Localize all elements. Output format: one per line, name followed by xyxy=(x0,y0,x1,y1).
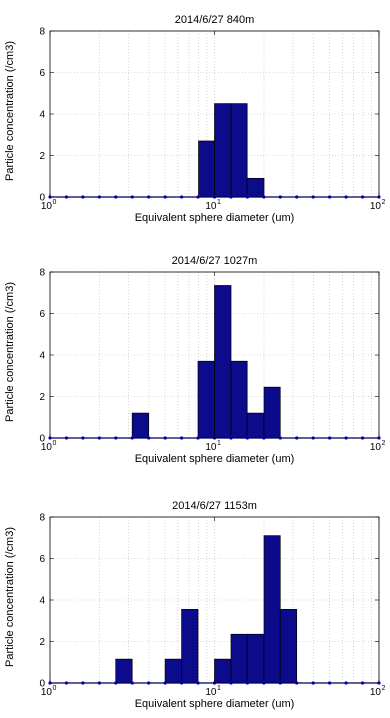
bar-8 xyxy=(280,609,296,683)
x-tick-label-base: 10 xyxy=(370,687,382,698)
x-axis-label: Equivalent sphere diameter (um) xyxy=(135,698,295,710)
x-tick-label-exponent: 2 xyxy=(382,199,386,206)
y-tick-label: 2 xyxy=(39,392,45,403)
x-tick-label-base: 10 xyxy=(370,442,382,453)
x-tick-label: 10 2 xyxy=(370,685,386,698)
bar-2 xyxy=(165,659,181,683)
x-axis-label: Equivalent sphere diameter (um) xyxy=(135,212,295,224)
x-tick-label-base: 10 xyxy=(370,201,382,212)
x-tick-label-exponent: 1 xyxy=(217,685,221,692)
y-axis-label: Particle concentration (/cm3) xyxy=(4,527,16,667)
x-tick-label-base: 10 xyxy=(41,442,53,453)
x-tick-label: 10 1 xyxy=(205,440,221,453)
chart-title: 2014/6/27 1027m xyxy=(172,255,258,267)
grid xyxy=(50,517,379,683)
x-tick-label-exponent: 1 xyxy=(217,199,221,206)
y-tick-label: 6 xyxy=(39,554,45,565)
bar-4 xyxy=(247,178,264,197)
y-tick-label: 4 xyxy=(39,110,45,121)
x-tick-label: 10 1 xyxy=(205,199,221,212)
y-tick-label: 4 xyxy=(39,351,45,362)
x-tick-label-exponent: 0 xyxy=(53,685,57,692)
x-tick-label-base: 10 xyxy=(41,687,53,698)
bar-1 xyxy=(199,141,215,197)
x-axis-label: Equivalent sphere diameter (um) xyxy=(135,453,295,465)
bar-3 xyxy=(231,104,247,197)
x-tick-label-exponent: 2 xyxy=(382,685,386,692)
bar-2 xyxy=(198,361,214,438)
bars xyxy=(199,104,264,197)
x-tick-label-exponent: 1 xyxy=(217,440,221,447)
bars xyxy=(116,536,297,683)
y-tick-label: 8 xyxy=(39,27,45,38)
chart-title: 2014/6/27 1153m xyxy=(172,500,257,512)
x-tick-label-base: 10 xyxy=(205,687,217,698)
bar-4 xyxy=(231,361,247,438)
y-axis-label: Particle concentration (/cm3) xyxy=(4,282,16,422)
x-tick-label: 10 0 xyxy=(41,199,57,212)
bar-5 xyxy=(247,413,264,438)
bar-7 xyxy=(264,536,280,683)
y-tick-label: 6 xyxy=(39,309,45,320)
y-axis-label: Particle concentration (/cm3) xyxy=(4,41,16,181)
y-tick-label: 2 xyxy=(39,637,45,648)
bars xyxy=(132,285,280,438)
y-tick-label: 6 xyxy=(39,68,45,79)
bar-2 xyxy=(215,104,232,197)
y-tick-label: 8 xyxy=(39,513,45,524)
bar-3 xyxy=(182,609,198,683)
x-tick-label-base: 10 xyxy=(205,442,217,453)
chart-title: 2014/6/27 840m xyxy=(175,14,255,26)
bar-1 xyxy=(116,659,132,683)
x-tick-label: 10 0 xyxy=(41,440,57,453)
x-tick-label-exponent: 0 xyxy=(53,199,57,206)
x-tick-label: 10 2 xyxy=(370,440,386,453)
bar-6 xyxy=(264,387,280,438)
y-tick-label: 8 xyxy=(39,268,45,279)
bar-4 xyxy=(215,659,232,683)
y-tick-label: 4 xyxy=(39,596,45,607)
x-tick-label-base: 10 xyxy=(205,201,217,212)
bar-6 xyxy=(247,634,264,683)
x-tick-label: 10 2 xyxy=(370,199,386,212)
x-tick-label: 10 0 xyxy=(41,685,57,698)
bar-3 xyxy=(215,285,232,438)
x-tick-label-base: 10 xyxy=(41,201,53,212)
bar-5 xyxy=(231,634,247,683)
x-tick-label: 10 1 xyxy=(205,685,221,698)
x-tick-label-exponent: 0 xyxy=(53,440,57,447)
bar-1 xyxy=(132,413,148,438)
x-tick-label-exponent: 2 xyxy=(382,440,386,447)
y-tick-label: 2 xyxy=(39,151,45,162)
